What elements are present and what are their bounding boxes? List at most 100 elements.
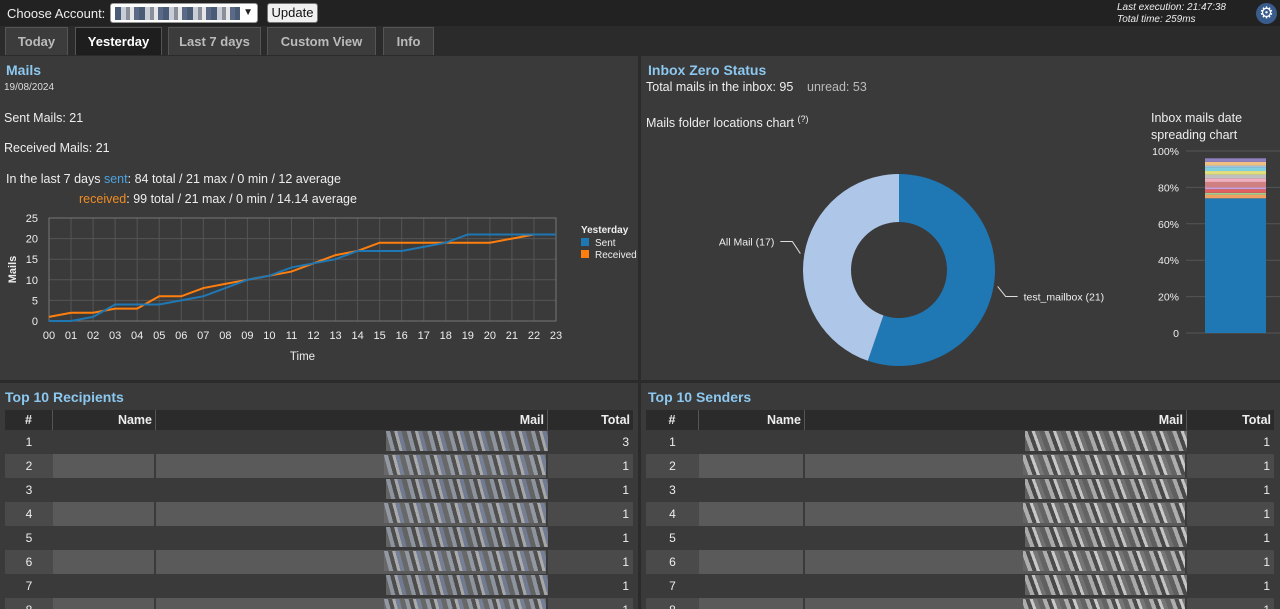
series-line-sent [49, 233, 556, 322]
tab-info[interactable]: Info [383, 27, 434, 55]
date-chart-label: Inbox mails date spreading chart [1151, 110, 1242, 144]
y-tick-label: 5 [32, 295, 38, 307]
col-name[interactable]: Name [699, 410, 805, 430]
x-tick-label: 11 [286, 330, 297, 342]
row-rank: 2 [646, 454, 699, 478]
row-mail [805, 550, 1187, 574]
inbox-unread: unread: 53 [807, 80, 867, 94]
plot-frame [48, 217, 557, 322]
mails-panel: Mails 19/08/2024 Sent Mails: 21 Received… [0, 56, 638, 380]
folder-chart-help[interactable]: (?) [797, 114, 809, 124]
x-tick-label: 01 [65, 330, 77, 342]
row-name [53, 502, 156, 526]
legend-swatch [581, 238, 589, 246]
row-name [53, 598, 156, 609]
account-select[interactable]: ▼ [110, 3, 258, 23]
mail-redacted [384, 455, 546, 475]
gear-icon[interactable]: ⚙ [1256, 3, 1277, 24]
row-mail [805, 574, 1187, 598]
mails-date: 19/08/2024 [4, 82, 55, 93]
last7-prefix: In the last 7 days [6, 172, 104, 186]
row-name [699, 598, 805, 609]
tab-yesterday[interactable]: Yesterday [75, 27, 162, 55]
x-tick-label: 15 [374, 330, 386, 342]
chart-grid [48, 217, 557, 322]
x-tick-label: 10 [263, 330, 275, 342]
tab-last-7-days[interactable]: Last 7 days [168, 27, 261, 55]
row-mail [156, 454, 548, 478]
mail-redacted [384, 551, 546, 571]
x-tick-label: 21 [506, 330, 518, 342]
row-total: 1 [1187, 454, 1274, 478]
row-name [53, 430, 156, 454]
donut-slice [867, 174, 995, 366]
col-mail[interactable]: Mail [156, 410, 548, 430]
row-mail [156, 550, 548, 574]
row-name [699, 454, 805, 478]
row-mail [805, 454, 1187, 478]
col-mail[interactable]: Mail [805, 410, 1187, 430]
row-name [53, 478, 156, 502]
row-total: 1 [1187, 502, 1274, 526]
col-name[interactable]: Name [53, 410, 156, 430]
y-tick-label: 40% [1158, 255, 1179, 267]
col-total[interactable]: Total [1187, 410, 1274, 430]
row-rank: 2 [5, 454, 53, 478]
x-tick-label: 03 [109, 330, 121, 342]
stack-segment [1205, 194, 1266, 199]
sent-word: sent [103, 172, 128, 186]
y-tick-label: 15 [26, 254, 38, 266]
row-total: 1 [548, 598, 633, 609]
row-mail [156, 526, 548, 550]
row-rank: 8 [646, 598, 699, 609]
mail-redacted [384, 503, 546, 523]
row-total: 1 [548, 550, 633, 574]
col-rank[interactable]: # [646, 410, 699, 430]
stack-segment [1205, 171, 1266, 175]
stack-segment [1205, 158, 1266, 162]
x-tick-label: 08 [219, 330, 231, 342]
row-total: 3 [548, 430, 633, 454]
tab-custom-view[interactable]: Custom View [267, 27, 376, 55]
recipients-table: # Name Mail Total 1321314151617181 [5, 410, 633, 609]
received-word: received [79, 192, 127, 206]
mail-redacted [1025, 479, 1187, 499]
col-total[interactable]: Total [548, 410, 633, 430]
last7-received-summary: received: 99 total / 21 max / 0 min / 14… [79, 192, 357, 206]
table-row[interactable]: 81 [646, 598, 1274, 609]
x-tick-label: 13 [329, 330, 341, 342]
col-rank[interactable]: # [5, 410, 53, 430]
mails-title: Mails [6, 62, 42, 78]
x-tick-label: 20 [484, 330, 496, 342]
mail-redacted [1025, 575, 1187, 595]
sent-stats: : 84 total / 21 max / 0 min / 12 average [127, 172, 341, 186]
recipients-title: Top 10 Recipients [5, 389, 124, 405]
row-total: 1 [548, 526, 633, 550]
row-total: 1 [1187, 478, 1274, 502]
x-tick-label: 18 [440, 330, 452, 342]
table-row[interactable]: 81 [5, 598, 633, 609]
tab-today[interactable]: Today [5, 27, 68, 55]
x-tick-label: 06 [175, 330, 187, 342]
row-mail [805, 478, 1187, 502]
update-button[interactable]: Update [267, 3, 318, 23]
row-name [699, 502, 805, 526]
received-stats: : 99 total / 21 max / 0 min / 14.14 aver… [126, 192, 357, 206]
inbox-total: Total mails in the inbox: 95 [646, 80, 794, 94]
row-name [53, 574, 156, 598]
